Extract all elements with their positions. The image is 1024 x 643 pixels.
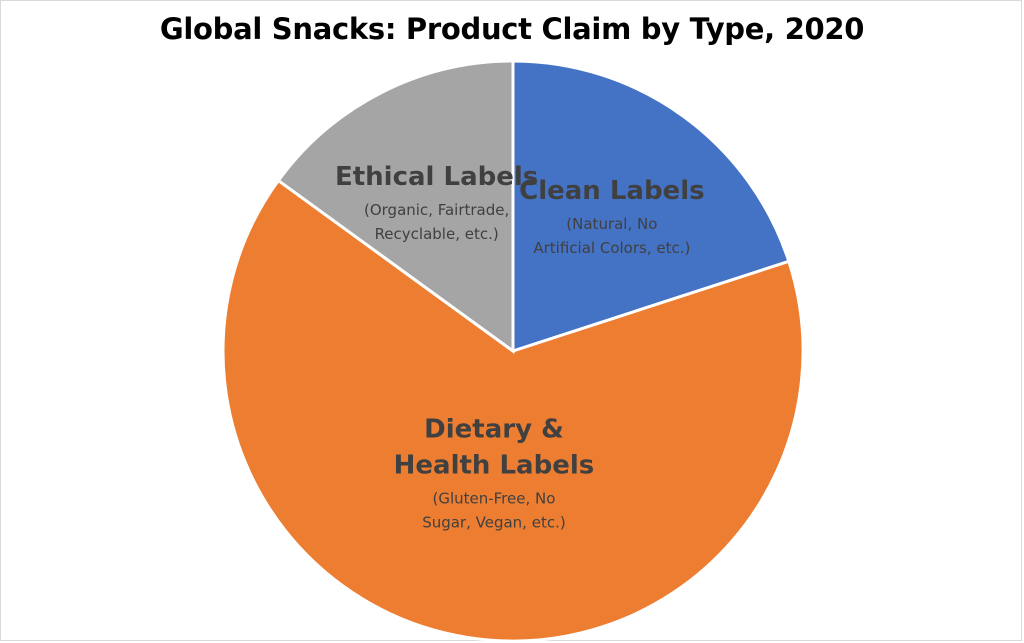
slice-label-description: Recyclable, etc.) — [375, 225, 499, 243]
slice-label-description: Artificial Colors, etc.) — [533, 239, 690, 257]
slice-label-name: Health Labels — [394, 450, 595, 480]
slice-label-description: (Natural, No — [566, 215, 657, 233]
slice-label-name: Ethical Labels — [335, 162, 538, 192]
chart-title: Global Snacks: Product Claim by Type, 20… — [159, 12, 865, 46]
slice-label-name: Dietary & — [424, 414, 564, 444]
pie-slice-1 — [511, 59, 791, 354]
slice-label-description: Sugar, Vegan, etc.) — [422, 513, 566, 531]
slice-label-description: (Organic, Fairtrade, — [364, 201, 509, 219]
slice-label-name: Clean Labels — [519, 176, 704, 206]
pie-slice-3 — [276, 59, 515, 354]
slice-label-description: (Gluten-Free, No — [432, 489, 555, 507]
pie-slice-2 — [221, 178, 805, 643]
